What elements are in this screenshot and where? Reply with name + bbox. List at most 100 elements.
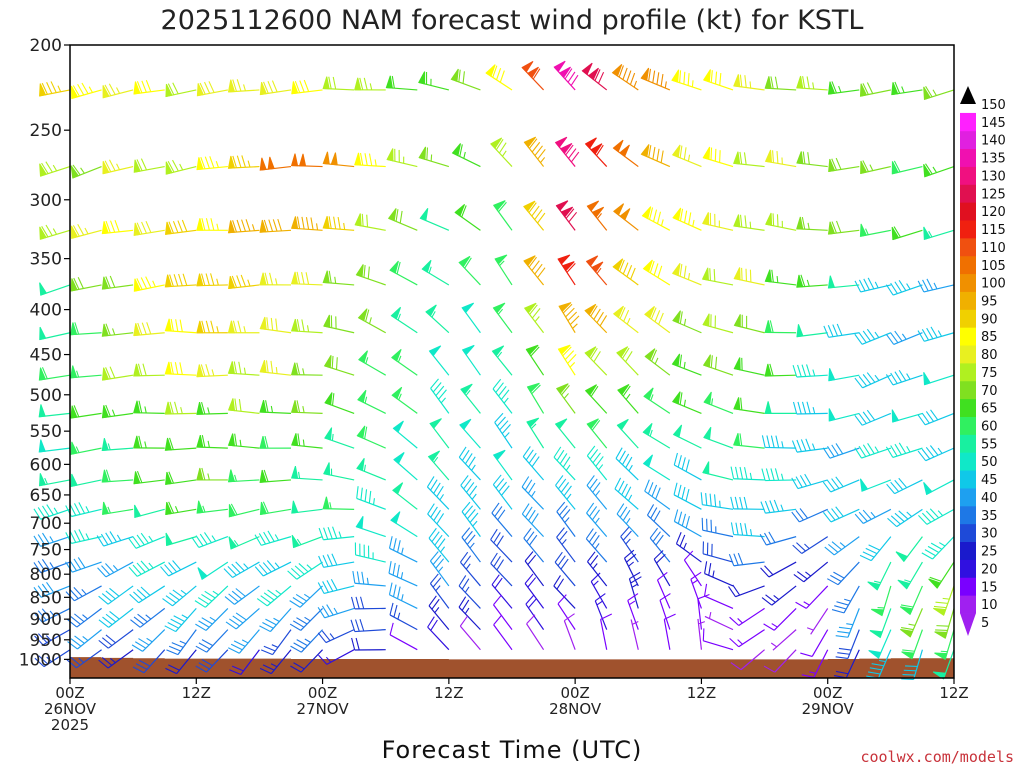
wind-barb <box>389 260 418 286</box>
x-tick-label: 00Z <box>55 684 84 702</box>
wind-barb <box>526 417 545 449</box>
wind-barb <box>586 502 608 538</box>
wind-barb <box>697 618 706 650</box>
wind-barb <box>917 326 955 342</box>
y-tick-label: 500 <box>30 386 62 406</box>
wind-barb <box>102 159 134 175</box>
wind-barb <box>290 465 323 481</box>
wind-barb <box>730 522 765 538</box>
colorbar-swatch <box>960 488 976 507</box>
colorbar-tick-label: 20 <box>981 562 998 577</box>
wind-barb <box>227 361 260 376</box>
wind-barb <box>33 559 71 574</box>
wind-barb <box>587 551 608 587</box>
wind-barb <box>494 412 513 449</box>
x-tick-label: 12Z <box>939 684 968 702</box>
colorbar-tick-label: 75 <box>981 366 998 381</box>
wind-barb <box>418 71 450 91</box>
colorbar-swatch <box>960 577 976 596</box>
wind-barb <box>354 77 386 91</box>
wind-barb <box>703 426 734 449</box>
wind-barb <box>525 344 545 376</box>
wind-barb <box>859 536 892 562</box>
wind-barb <box>672 310 702 334</box>
wind-barb <box>429 418 450 449</box>
wind-barb <box>101 323 134 337</box>
wind-barb <box>291 534 323 549</box>
wind-barb <box>160 560 197 577</box>
wind-barb <box>228 274 260 290</box>
wind-barb <box>764 76 797 91</box>
wind-barb <box>556 527 576 563</box>
wind-barb <box>70 223 102 239</box>
wind-barb <box>101 438 134 451</box>
wind-barb <box>643 387 671 414</box>
wind-barb <box>459 418 481 449</box>
wind-barb <box>458 446 481 481</box>
colorbar-tick-label: 5 <box>981 616 989 631</box>
wind-barb <box>389 622 418 651</box>
wind-barb <box>38 473 71 487</box>
wind-barb <box>867 561 892 591</box>
wind-barb <box>259 649 292 675</box>
wind-barb <box>854 508 892 525</box>
wind-barb <box>165 159 197 175</box>
wind-barb <box>615 447 639 481</box>
wind-barb <box>70 82 102 100</box>
wind-barb <box>490 137 513 167</box>
wind-barb <box>229 649 260 676</box>
wind-barb <box>702 628 734 651</box>
wind-barb <box>854 372 892 389</box>
wind-barb <box>358 350 387 376</box>
wind-barb <box>885 369 923 386</box>
wind-barb <box>923 86 955 100</box>
wind-barb <box>525 594 545 630</box>
wind-barb <box>764 149 797 168</box>
colorbar-swatch <box>960 148 976 167</box>
wind-barb <box>164 361 197 376</box>
wind-barb <box>640 144 671 168</box>
wind-barb <box>612 258 639 286</box>
wind-barb <box>490 552 513 587</box>
wind-barb <box>133 435 165 449</box>
colorbar-swatch <box>960 505 976 525</box>
wind-barb <box>859 82 891 97</box>
wind-barb <box>96 531 134 547</box>
wind-barb <box>227 398 260 414</box>
wind-barb <box>493 594 513 630</box>
wind-barb <box>891 160 923 175</box>
wind-barb <box>729 629 765 648</box>
wind-barb <box>891 226 923 241</box>
wind-barb <box>223 561 260 579</box>
wind-barb <box>196 156 228 171</box>
wind-barb <box>131 629 166 652</box>
colorbar-swatch <box>960 398 976 417</box>
colorbar-tick-label: 90 <box>981 312 998 327</box>
wind-barb <box>760 499 797 514</box>
wind-barb <box>259 316 292 334</box>
wind-barb <box>66 649 102 669</box>
wind-barb <box>70 277 102 292</box>
colorbar-tick-label: 85 <box>981 330 998 345</box>
wind-barb <box>733 267 765 286</box>
wind-barb <box>317 579 355 595</box>
wind-barb <box>859 223 891 237</box>
wind-barb <box>526 382 545 414</box>
wind-barb <box>895 536 923 563</box>
wind-barb <box>459 615 481 651</box>
wind-barb <box>290 271 323 286</box>
wind-barb <box>523 200 546 231</box>
wind-barb <box>324 392 355 414</box>
wind-barb <box>642 423 671 449</box>
wind-barb <box>133 400 165 415</box>
y-tick-label: 1000 <box>19 650 62 670</box>
wind-barb <box>763 607 797 631</box>
wind-barb <box>683 550 702 587</box>
wind-barb <box>391 386 418 414</box>
wind-barb <box>523 255 546 286</box>
x-tick-label: 00Z <box>560 684 589 702</box>
colorbar-swatch <box>960 380 976 400</box>
wind-barb <box>759 531 797 546</box>
wind-barb <box>197 561 229 580</box>
colorbar-tick-label: 150 <box>981 98 1006 113</box>
